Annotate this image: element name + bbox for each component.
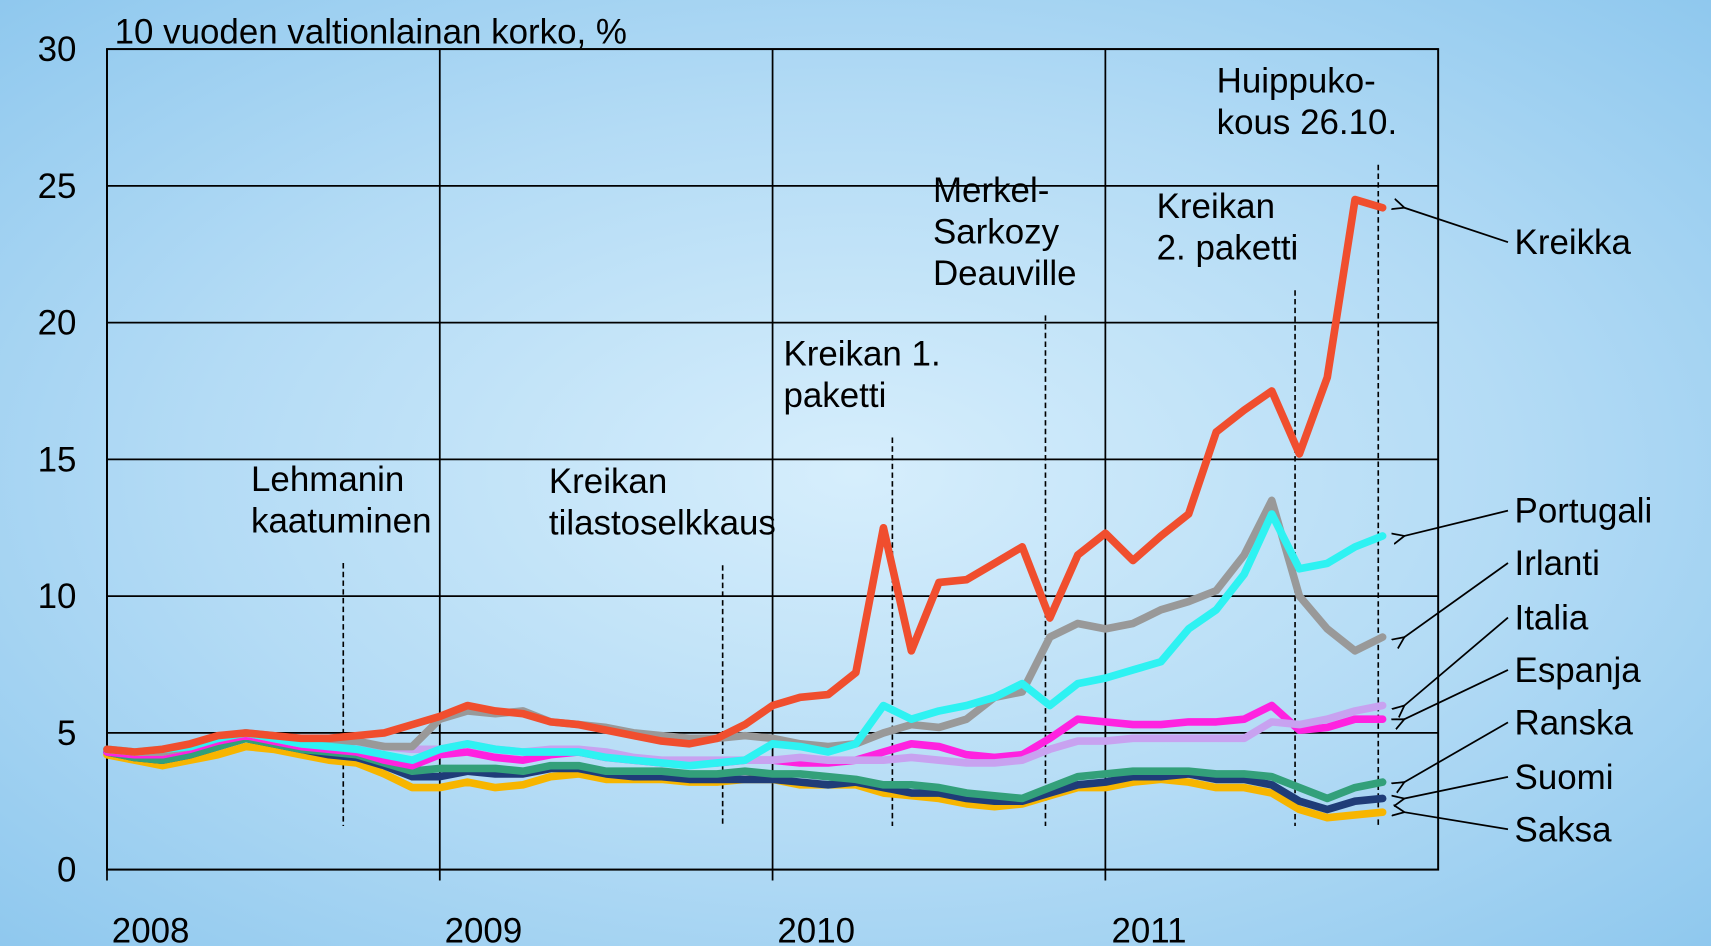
y-tick-label: 0 bbox=[57, 851, 76, 890]
y-tick-label: 5 bbox=[57, 714, 76, 753]
annotation-text: Kreikan bbox=[549, 462, 667, 501]
legend-arrow bbox=[1404, 721, 1509, 782]
annotation-text: Merkel- bbox=[933, 171, 1049, 210]
annotation-text: paketti bbox=[783, 376, 886, 415]
chart-title: 10 vuoden valtionlainan korko, % bbox=[115, 13, 627, 52]
annotation-text: tilastoselkkaus bbox=[549, 504, 776, 543]
legend-label: Italia bbox=[1515, 599, 1589, 638]
y-tick-label: 25 bbox=[38, 167, 77, 206]
legend-label: Irlanti bbox=[1515, 544, 1600, 583]
annotation-text: Huippuko- bbox=[1217, 62, 1376, 101]
series-line bbox=[103, 510, 1387, 770]
x-tick-label: 2010 bbox=[777, 912, 855, 946]
legend-label: Kreikka bbox=[1515, 223, 1632, 262]
y-tick-label: 30 bbox=[38, 30, 77, 69]
annotation-text: Kreikan bbox=[1157, 187, 1275, 226]
annotation-text: 2. paketti bbox=[1157, 229, 1299, 268]
legend-arrow bbox=[1404, 776, 1509, 799]
legend-label: Ranska bbox=[1515, 703, 1634, 742]
legend-label: Espanja bbox=[1515, 651, 1642, 690]
annotation-text: Sarkozy bbox=[933, 212, 1060, 251]
annotation-text: Kreikan 1. bbox=[783, 335, 940, 374]
plot-frame bbox=[106, 48, 1440, 871]
legend-label: Saksa bbox=[1515, 810, 1613, 849]
legend-arrow bbox=[1404, 509, 1509, 536]
y-tick-label: 15 bbox=[38, 440, 77, 479]
annotation-text: kaatuminen bbox=[251, 501, 431, 540]
legend-arrow bbox=[1404, 562, 1509, 637]
x-tick-label: 2011 bbox=[1111, 912, 1186, 946]
x-tick-label: 2009 bbox=[445, 912, 523, 946]
x-tick-label: 2008 bbox=[112, 912, 190, 946]
y-tick-label: 20 bbox=[38, 304, 77, 343]
annotation-text: Deauville bbox=[933, 254, 1077, 293]
legend-arrow bbox=[1404, 669, 1509, 719]
legend-arrow bbox=[1404, 812, 1509, 831]
annotation-text: kous 26.10. bbox=[1217, 103, 1397, 142]
legend-label: Portugali bbox=[1515, 492, 1653, 531]
legend-label: Suomi bbox=[1515, 758, 1614, 797]
legend-arrow bbox=[1404, 616, 1509, 706]
y-tick-label: 10 bbox=[38, 577, 77, 616]
annotation-text: Lehmanin bbox=[251, 460, 404, 499]
series-line bbox=[103, 195, 1387, 756]
legend-arrow bbox=[1404, 208, 1509, 244]
